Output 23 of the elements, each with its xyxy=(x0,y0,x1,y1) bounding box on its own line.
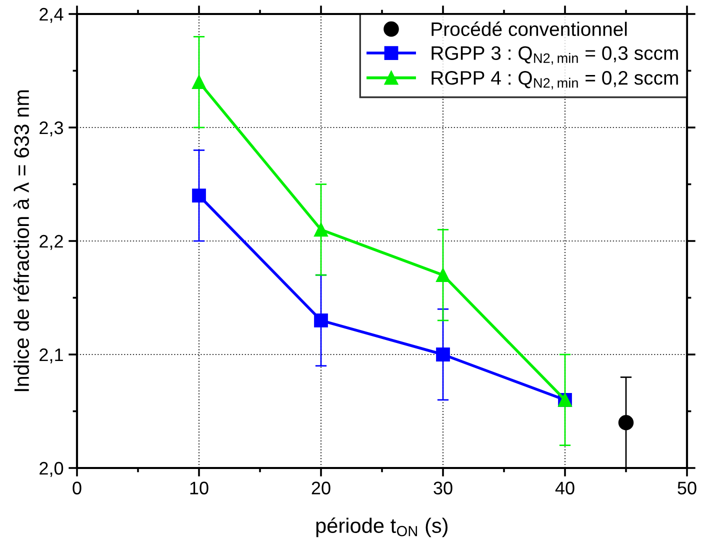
y-tick-label: 2,0 xyxy=(40,462,64,477)
y-tick-label: 2,2 xyxy=(40,234,63,250)
point xyxy=(436,348,450,362)
point xyxy=(192,75,206,90)
point xyxy=(314,222,328,237)
y-tick-label: 2,4 xyxy=(40,8,64,23)
x-axis-title: période t$_{ON}$ (s) xyxy=(316,517,448,538)
legend-label: RGPP 3 : Q$_{N2,min}$ = 0,3 sccm xyxy=(432,46,678,65)
legend-label: RGPP 4 : Q$_{N2,min}$ = 0,2 sccm xyxy=(432,71,678,90)
point xyxy=(436,268,450,282)
x-tick-label: 0 xyxy=(72,482,82,494)
x-tick-label: 10 xyxy=(190,482,208,494)
x-tick-label: 30 xyxy=(434,482,452,494)
point xyxy=(192,188,206,203)
x-tick-label: 50 xyxy=(678,482,696,494)
point xyxy=(314,314,328,328)
legend-label: Procédé conventionnel xyxy=(432,22,627,36)
x-tick-label: 20 xyxy=(312,482,330,494)
point xyxy=(618,414,634,430)
y-tick-label: 2,3 xyxy=(40,121,64,136)
x-tick-label: 40 xyxy=(555,482,574,494)
y-axis-title: Indice de réfraction à λ = 633 nm xyxy=(13,90,30,392)
y-tick-label: 2,1 xyxy=(40,348,63,364)
